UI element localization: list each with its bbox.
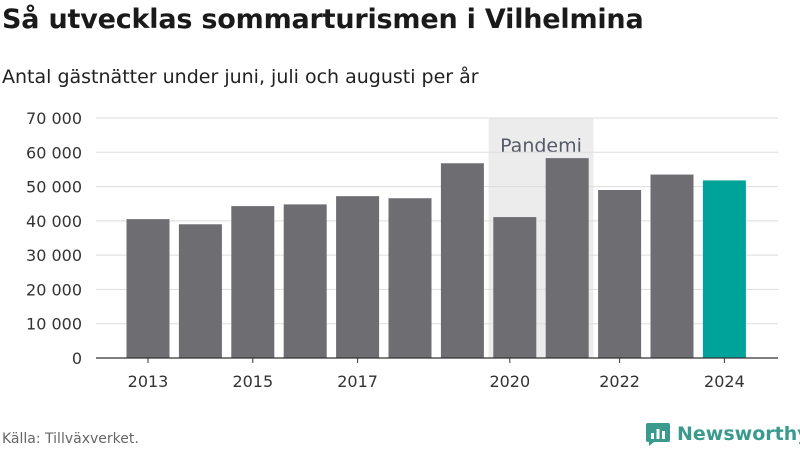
bar-2023 — [650, 174, 694, 358]
x-tick-label: 2020 — [489, 372, 530, 391]
x-tick-label: 2017 — [337, 372, 378, 391]
x-tick-label: 2015 — [232, 372, 273, 391]
brand-name: Newsworthy — [677, 423, 800, 445]
bar-2022 — [598, 190, 642, 358]
x-tick-label: 2024 — [704, 372, 745, 391]
bar-2016 — [283, 204, 327, 358]
y-tick-label: 10 000 — [26, 315, 82, 334]
brand-logo: Newsworthy — [645, 421, 800, 447]
y-tick-label: 30 000 — [26, 246, 82, 265]
bar-2015 — [231, 206, 275, 358]
chart-subtitle: Antal gästnätter under juni, juli och au… — [2, 66, 479, 88]
y-tick-label: 70 000 — [26, 109, 82, 128]
y-tick-label: 50 000 — [26, 178, 82, 197]
bar-2021 — [545, 158, 589, 358]
bar-layer — [126, 158, 746, 358]
y-tick-label: 20 000 — [26, 280, 82, 299]
bar-2024 — [702, 180, 746, 358]
bar-2014 — [178, 224, 222, 358]
bar-2019 — [440, 163, 484, 358]
x-tick-label: 2013 — [128, 372, 169, 391]
y-tick-label: 0 — [72, 349, 82, 368]
pandemic-label: Pandemi — [500, 135, 582, 157]
bar-2017 — [336, 196, 380, 358]
newsworthy-icon — [646, 423, 670, 446]
source-note: Källa: Tillväxverket. — [2, 431, 139, 447]
axis-layer: 2013 2015 2017 2020 2022 2024 — [96, 357, 778, 391]
bar-2018 — [388, 198, 432, 358]
y-tick-label: 40 000 — [26, 212, 82, 231]
chart-title: Så utvecklas sommarturismen i Vilhelmina — [2, 4, 644, 35]
x-tick-label: 2022 — [599, 372, 640, 391]
bar-2020 — [493, 217, 537, 358]
bar-2013 — [126, 219, 170, 358]
y-tick-label: 60 000 — [26, 143, 82, 162]
